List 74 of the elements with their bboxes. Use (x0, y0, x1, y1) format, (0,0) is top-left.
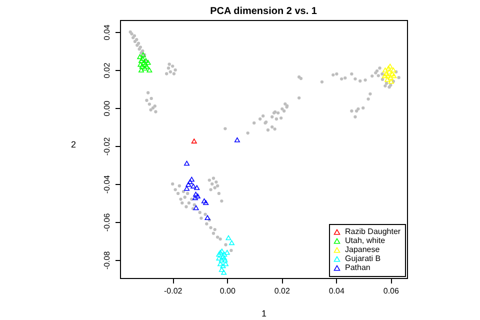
point (382, 73, 388, 78)
y-tick-label: 0.02 (102, 62, 112, 78)
point (387, 64, 393, 69)
point (142, 62, 148, 67)
x-tick-label: -0.02 (164, 286, 183, 296)
y-axis-title: 2 (70, 140, 76, 150)
point (389, 71, 395, 76)
chart-title: PCA dimension 2 vs. 1 (210, 6, 318, 17)
point (218, 258, 224, 262)
point (222, 256, 228, 260)
y-tick-label: -0.08 (102, 250, 112, 270)
point (385, 73, 391, 78)
point (186, 182, 192, 187)
x-tick-label: 0.00 (220, 286, 236, 296)
point (204, 215, 210, 220)
point (222, 252, 228, 257)
point (194, 185, 200, 190)
point (388, 78, 394, 84)
point (384, 77, 390, 82)
y-tick-label: -0.02 (102, 136, 112, 156)
point (138, 58, 144, 63)
point (140, 52, 146, 58)
point (388, 75, 394, 80)
point (386, 69, 392, 74)
y-tick-label: 0.04 (102, 24, 112, 40)
point (390, 68, 396, 72)
point (188, 176, 194, 182)
point (192, 195, 198, 200)
legend-label: Japanese (345, 245, 380, 254)
x-tick-label: 0.06 (383, 286, 400, 296)
point (138, 68, 144, 72)
point (201, 198, 207, 204)
point (218, 261, 224, 266)
point (216, 256, 222, 260)
point (193, 205, 199, 210)
y-tick-label: -0.04 (102, 174, 112, 194)
point (203, 200, 209, 206)
legend-label: Razib Daughter (345, 227, 401, 236)
point (142, 66, 148, 70)
y-tick-label: 0.00 (102, 100, 112, 116)
legend-label: Gujarati B (345, 254, 381, 263)
point (138, 62, 144, 67)
x-tick-label: 0.04 (328, 286, 345, 296)
y-tick-label: -0.06 (102, 212, 112, 232)
point (382, 68, 388, 72)
point (386, 66, 392, 70)
point (221, 270, 227, 275)
point (223, 261, 228, 266)
point (139, 64, 145, 69)
point (184, 186, 190, 191)
point (229, 240, 234, 246)
point (391, 73, 397, 78)
point (222, 258, 228, 262)
point (190, 184, 196, 188)
point (220, 263, 226, 268)
legend-label: Pathan (345, 263, 370, 272)
point (146, 68, 152, 72)
point (191, 138, 197, 144)
point (144, 64, 150, 69)
x-tick-label: 0.02 (274, 286, 290, 296)
point (234, 137, 240, 142)
x-axis-title: 1 (261, 308, 267, 318)
point (220, 254, 226, 259)
point (226, 235, 232, 240)
legend-label: Utah, white (345, 236, 386, 245)
point (224, 250, 230, 255)
point (216, 252, 222, 257)
point (145, 60, 151, 65)
point (218, 267, 224, 272)
point (384, 71, 390, 76)
point (140, 56, 146, 61)
point (184, 160, 190, 166)
point (137, 54, 143, 60)
point (187, 179, 193, 184)
